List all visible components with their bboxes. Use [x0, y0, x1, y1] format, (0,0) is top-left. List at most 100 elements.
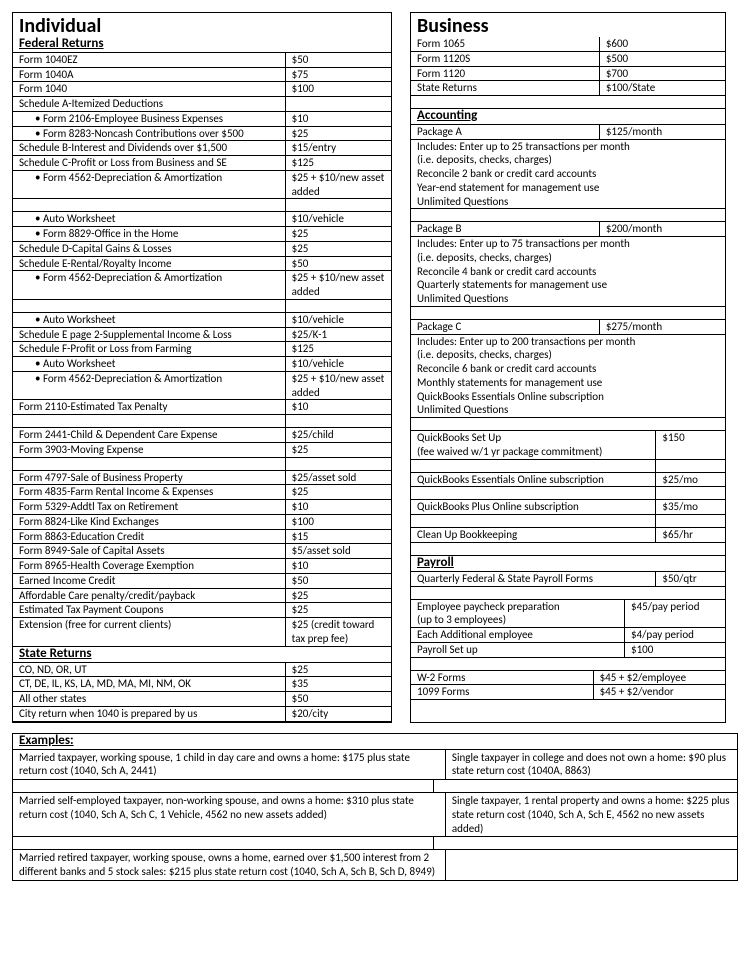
detail-line: Unlimited Questions: [411, 292, 725, 306]
item-price: $25: [285, 126, 391, 141]
payroll-label: Payroll Set up: [411, 642, 625, 657]
item-price: [285, 97, 391, 112]
pkg-c-details: Includes: Enter up to 200 transactions p…: [411, 335, 725, 419]
item-price: $100: [285, 514, 391, 529]
item-label: • Form 4562-Depreciation & Amortization: [13, 170, 285, 199]
item-label: Form 1040EZ: [13, 53, 285, 67]
payroll-forms-price: $50/qtr: [656, 572, 725, 586]
detail-line: QuickBooks Essentials Online subscriptio…: [411, 390, 725, 404]
item-price: $100: [285, 82, 391, 97]
item-label: Earned Income Credit: [13, 573, 285, 588]
item-price: $700: [599, 66, 725, 81]
item-label: City return when 1040 is prepared by us: [13, 706, 285, 721]
item-label: Schedule E page 2-Supplemental Income & …: [13, 327, 285, 342]
individual-title: Individual: [13, 13, 391, 37]
state-returns-header: State Returns: [13, 647, 391, 663]
item-label: Affordable Care penalty/credit/payback: [13, 588, 285, 603]
item-label: Form 4835-Farm Rental Income & Expenses: [13, 485, 285, 500]
item-price: $45 + $2/employee: [593, 671, 725, 685]
payroll-table: Employee paycheck preparation(up to 3 em…: [411, 600, 725, 658]
item-price: $25: [285, 227, 391, 242]
item-label: CO, ND, OR, UT: [13, 663, 285, 677]
item-price: $25: [285, 588, 391, 603]
item-price: $10: [285, 559, 391, 574]
item-price: $10/vehicle: [285, 212, 391, 227]
item-label: • Form 2106-Employee Business Expenses: [13, 111, 285, 126]
business-forms-table: Form 1065$600Form 1120S$500Form 1120$700…: [411, 37, 725, 96]
item-label: All other states: [13, 692, 285, 707]
payroll-price: $4/pay period: [625, 628, 725, 643]
detail-line: Includes: Enter up to 25 transactions pe…: [411, 140, 725, 154]
item-price: $45 + $2/vendor: [593, 685, 725, 700]
detail-line: Quarterly statements for management use: [411, 278, 725, 292]
payroll-label: Each Additional employee: [411, 628, 625, 643]
item-label: Form 8965-Health Coverage Exemption: [13, 559, 285, 574]
item-label: Form 1040A: [13, 67, 285, 82]
item-price: $25 + $10/new asset added: [285, 371, 391, 400]
item-label: State Returns: [411, 81, 599, 96]
item-label: • Form 8829-Office in the Home: [13, 227, 285, 242]
payroll-price: $100: [625, 642, 725, 657]
item-label: Schedule B-Interest and Dividends over $…: [13, 141, 285, 156]
page: Individual Federal Returns Form 1040EZ$5…: [12, 12, 738, 723]
business-title: Business: [411, 13, 725, 37]
item-price: $25/asset sold: [285, 470, 391, 485]
item-label: 1099 Forms: [411, 685, 593, 700]
item-price: $500: [599, 51, 725, 66]
item-label: Form 1120S: [411, 51, 599, 66]
service-label: QuickBooks Essentials Online subscriptio…: [411, 472, 656, 487]
item-price: $35: [285, 677, 391, 692]
item-label: Extension (free for current clients): [13, 618, 285, 647]
individual-table: Form 1040EZ$50Form 1040A$75Form 1040$100…: [13, 53, 391, 647]
item-label: • Form 4562-Depreciation & Amortization: [13, 371, 285, 400]
item-label: Form 4797-Sale of Business Property: [13, 470, 285, 485]
item-label: Form 1040: [13, 82, 285, 97]
item-label: Schedule A-Itemized Deductions: [13, 97, 285, 112]
item-price: $25: [285, 485, 391, 500]
example-right: Single taxpayer, 1 rental property and o…: [446, 793, 737, 836]
item-label: • Auto Worksheet: [13, 312, 285, 327]
detail-line: Includes: Enter up to 200 transactions p…: [411, 335, 725, 349]
item-label: Form 2110-Estimated Tax Penalty: [13, 400, 285, 415]
item-label: Form 2441-Child & Dependent Care Expense: [13, 428, 285, 443]
wforms-table: W-2 Forms$45 + $2/employee1099 Forms$45 …: [411, 671, 725, 701]
item-label: Schedule C-Profit or Loss from Business …: [13, 156, 285, 171]
item-price: $25: [285, 603, 391, 618]
item-price: $50: [285, 692, 391, 707]
item-label: • Form 4562-Depreciation & Amortization: [13, 271, 285, 300]
item-price: $50: [285, 53, 391, 67]
item-price: $125: [285, 342, 391, 357]
services-table: QuickBooks Set Up(fee waived w/1 yr pack…: [411, 431, 725, 543]
detail-line: Reconcile 2 bank or credit card accounts: [411, 167, 725, 181]
detail-line: Reconcile 4 bank or credit card accounts: [411, 265, 725, 279]
item-label: Schedule F-Profit or Loss from Farming: [13, 342, 285, 357]
detail-line: Reconcile 6 bank or credit card accounts: [411, 362, 725, 376]
item-price: $5/asset sold: [285, 544, 391, 559]
item-label: Form 5329-Addtl Tax on Retirement: [13, 500, 285, 515]
item-label: • Form 8283-Noncash Contributions over $…: [13, 126, 285, 141]
item-price: $15/entry: [285, 141, 391, 156]
item-label: • Auto Worksheet: [13, 357, 285, 372]
service-label: QuickBooks Set Up(fee waived w/1 yr pack…: [411, 431, 656, 459]
item-price: $15: [285, 529, 391, 544]
item-price: $10: [285, 400, 391, 415]
individual-panel: Individual Federal Returns Form 1040EZ$5…: [12, 12, 392, 723]
business-panel: Business Form 1065$600Form 1120S$500Form…: [410, 12, 726, 723]
detail-line: (i.e. deposits, checks, charges): [411, 153, 725, 167]
pkg-c-label: Package C: [411, 320, 599, 334]
item-label: Form 8824-Like Kind Exchanges: [13, 514, 285, 529]
package-b-row: Package B $200/month: [411, 222, 725, 237]
item-price: $25/child: [285, 428, 391, 443]
item-price: $10/vehicle: [285, 357, 391, 372]
item-price: $10: [285, 500, 391, 515]
item-label: Form 8863-Education Credit: [13, 529, 285, 544]
item-label: Form 1065: [411, 37, 599, 51]
payroll-label: Employee paycheck preparation(up to 3 em…: [411, 600, 625, 628]
pkg-b-details: Includes: Enter up to 75 transactions pe…: [411, 237, 725, 307]
item-price: $25: [285, 241, 391, 256]
pkg-a-details: Includes: Enter up to 25 transactions pe…: [411, 140, 725, 210]
item-price: $125: [285, 156, 391, 171]
payroll-top: Quarterly Federal & State Payroll Forms …: [411, 572, 725, 587]
detail-line: Unlimited Questions: [411, 195, 725, 209]
detail-line: Year-end statement for management use: [411, 181, 725, 195]
